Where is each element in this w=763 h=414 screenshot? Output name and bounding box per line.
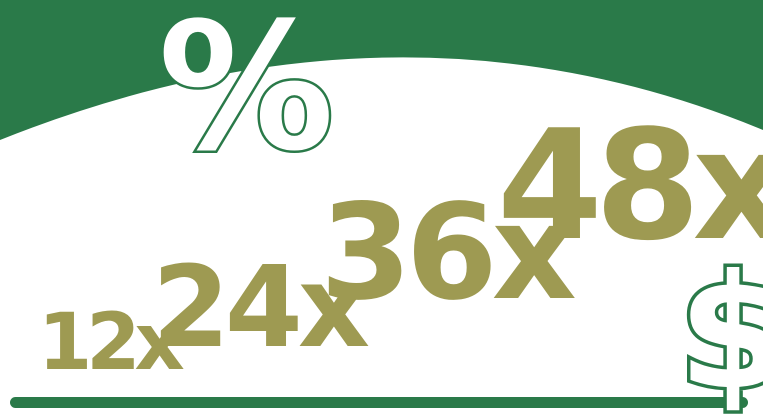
multiplier-24x: 24x: [152, 243, 370, 373]
percent-icon: %: [155, 0, 336, 190]
multiplier-48x: 48x: [497, 97, 763, 274]
multiplier-12x: 12x: [38, 298, 185, 388]
green-arch-band: [0, 0, 763, 140]
dollar-icon: $: [675, 241, 763, 414]
multiplier-36x: 36x: [320, 176, 577, 330]
baseline-bar: [10, 397, 748, 408]
